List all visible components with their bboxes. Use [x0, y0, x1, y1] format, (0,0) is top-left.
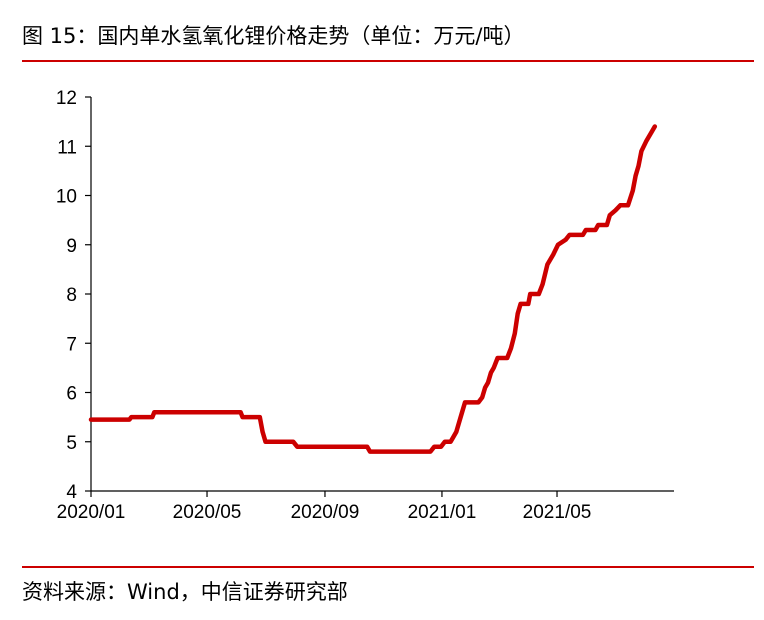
y-tick-label: 8 [66, 285, 77, 306]
x-tick-label: 2021/01 [408, 502, 477, 523]
y-tick-label: 4 [66, 482, 77, 503]
y-tick-label: 5 [66, 433, 77, 454]
y-tick-label: 7 [66, 334, 77, 355]
source-divider [22, 566, 754, 568]
x-tick-label: 2020/09 [291, 502, 360, 523]
y-tick-label: 9 [66, 236, 77, 257]
source-note: 资料来源：Wind，中信证券研究部 [22, 580, 348, 604]
x-tick-label: 2021/05 [523, 502, 592, 523]
title-divider [22, 60, 754, 62]
y-tick-label: 11 [57, 137, 77, 158]
price-series-line [88, 124, 658, 454]
y-tick-label: 12 [56, 88, 77, 109]
chart-series-layer [88, 124, 658, 454]
y-tick-label: 6 [66, 384, 77, 405]
chart-tick-labels: 4 5 6 7 8 9 10 11 12 2020/01 2020/05 2020/09 2021/01… [56, 88, 592, 523]
figure-title: 图 15：国内单水氢氧化锂价格走势（单位：万元/吨） [22, 24, 525, 48]
chart-axes [85, 96, 674, 497]
y-tick-label: 10 [56, 187, 77, 208]
x-tick-label: 2020/01 [57, 502, 126, 523]
x-tick-label: 2020/05 [173, 502, 242, 523]
